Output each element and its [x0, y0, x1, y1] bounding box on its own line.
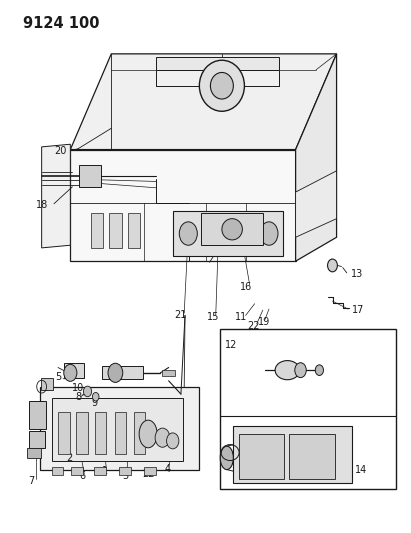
Bar — [27, 448, 41, 458]
Text: 19: 19 — [258, 317, 270, 327]
Bar — [79, 165, 101, 187]
Bar — [94, 467, 106, 475]
Ellipse shape — [275, 361, 300, 379]
Bar — [102, 366, 143, 379]
Text: 7: 7 — [28, 477, 34, 486]
Text: 6: 6 — [43, 383, 49, 393]
Text: 3: 3 — [122, 471, 129, 481]
Text: 8: 8 — [76, 392, 82, 402]
Bar — [109, 213, 122, 248]
Bar — [173, 211, 283, 256]
Text: 13: 13 — [351, 270, 363, 279]
Bar — [289, 434, 335, 479]
Polygon shape — [70, 54, 337, 150]
Ellipse shape — [243, 224, 258, 243]
Bar — [52, 398, 183, 461]
Bar — [162, 369, 175, 376]
Ellipse shape — [166, 433, 179, 449]
Ellipse shape — [64, 365, 77, 381]
Bar — [64, 364, 84, 378]
Ellipse shape — [139, 420, 157, 448]
Bar — [115, 412, 126, 454]
Text: 21: 21 — [175, 310, 187, 320]
Polygon shape — [42, 144, 70, 248]
Bar — [134, 412, 145, 454]
Ellipse shape — [315, 365, 323, 375]
Bar — [95, 412, 106, 454]
Ellipse shape — [220, 446, 233, 470]
Text: 12: 12 — [225, 340, 238, 350]
Text: 2: 2 — [67, 453, 73, 463]
Bar — [71, 467, 83, 475]
Bar — [29, 431, 45, 448]
Text: 9124 100: 9124 100 — [23, 15, 100, 30]
Bar — [233, 426, 352, 483]
Text: 17: 17 — [352, 305, 365, 315]
Bar — [156, 56, 279, 70]
Ellipse shape — [223, 224, 238, 243]
Bar — [128, 213, 140, 248]
Ellipse shape — [83, 386, 92, 397]
Ellipse shape — [179, 222, 197, 245]
Text: 22: 22 — [143, 469, 155, 479]
Text: 11: 11 — [235, 312, 247, 322]
Ellipse shape — [92, 392, 99, 401]
Bar — [120, 467, 131, 475]
Bar — [239, 434, 284, 479]
Ellipse shape — [108, 364, 123, 382]
Polygon shape — [296, 54, 337, 261]
Ellipse shape — [155, 428, 170, 447]
Ellipse shape — [210, 72, 233, 99]
Bar — [41, 378, 53, 390]
Polygon shape — [296, 171, 337, 237]
Bar — [220, 329, 396, 489]
Text: 6: 6 — [80, 471, 85, 481]
Ellipse shape — [203, 224, 218, 243]
Text: 1: 1 — [102, 466, 108, 475]
Polygon shape — [70, 150, 296, 261]
Text: 4: 4 — [165, 464, 171, 473]
Ellipse shape — [222, 219, 242, 240]
Bar — [76, 412, 88, 454]
Ellipse shape — [199, 60, 245, 111]
Bar — [91, 213, 103, 248]
Bar — [58, 412, 69, 454]
Bar — [29, 401, 46, 429]
Text: 15: 15 — [207, 312, 219, 322]
Text: 9: 9 — [91, 398, 97, 408]
Text: 10: 10 — [72, 383, 85, 393]
Text: 5: 5 — [55, 372, 61, 382]
Bar — [201, 213, 263, 245]
Ellipse shape — [295, 363, 306, 377]
Bar — [144, 467, 155, 475]
Text: 14: 14 — [355, 465, 367, 474]
Bar — [52, 467, 63, 475]
Text: 22: 22 — [247, 321, 260, 331]
Text: 20: 20 — [55, 146, 67, 156]
Ellipse shape — [260, 222, 278, 245]
Ellipse shape — [328, 259, 337, 272]
Text: 18: 18 — [35, 200, 48, 211]
Bar — [39, 387, 199, 470]
Text: 16: 16 — [240, 282, 253, 292]
